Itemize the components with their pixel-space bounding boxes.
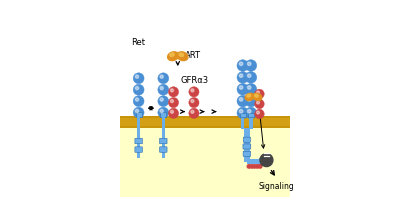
Ellipse shape [245, 93, 254, 101]
FancyBboxPatch shape [243, 144, 251, 149]
Bar [120, 116, 290, 128]
Circle shape [170, 99, 174, 103]
Circle shape [255, 109, 264, 119]
Circle shape [168, 87, 179, 97]
Text: GFRα3: GFRα3 [180, 76, 208, 85]
Circle shape [260, 154, 273, 167]
Circle shape [135, 98, 139, 101]
FancyBboxPatch shape [243, 137, 250, 142]
Text: Ret: Ret [131, 38, 145, 47]
Circle shape [158, 73, 169, 84]
Circle shape [250, 165, 254, 168]
Ellipse shape [255, 94, 258, 97]
Circle shape [237, 84, 248, 95]
Bar [249, 115, 253, 129]
Circle shape [135, 109, 139, 112]
Bar [241, 115, 244, 129]
Circle shape [256, 111, 260, 114]
Circle shape [133, 107, 144, 118]
Circle shape [247, 165, 251, 168]
Bar [120, 118, 290, 126]
Circle shape [160, 109, 163, 112]
Circle shape [248, 62, 251, 65]
FancyBboxPatch shape [240, 113, 246, 117]
Circle shape [245, 72, 257, 83]
Circle shape [158, 96, 169, 107]
Ellipse shape [179, 53, 184, 57]
Circle shape [133, 96, 144, 107]
Circle shape [133, 73, 144, 84]
Bar [244, 128, 250, 162]
FancyBboxPatch shape [160, 138, 167, 144]
Circle shape [189, 97, 199, 108]
Circle shape [133, 84, 144, 95]
Ellipse shape [170, 53, 174, 57]
Bar [162, 114, 165, 130]
Circle shape [170, 110, 174, 113]
Ellipse shape [168, 52, 178, 61]
Bar [137, 114, 140, 130]
Circle shape [245, 95, 257, 107]
Circle shape [168, 97, 179, 108]
Circle shape [191, 110, 194, 113]
FancyBboxPatch shape [135, 147, 142, 152]
Circle shape [239, 86, 243, 89]
Circle shape [256, 165, 259, 168]
Ellipse shape [177, 52, 188, 61]
FancyBboxPatch shape [243, 151, 251, 156]
Circle shape [189, 108, 199, 118]
Circle shape [248, 98, 251, 101]
Ellipse shape [253, 93, 262, 101]
Circle shape [168, 108, 179, 118]
Circle shape [248, 109, 251, 113]
FancyBboxPatch shape [160, 147, 167, 152]
Circle shape [253, 165, 256, 168]
Circle shape [245, 107, 257, 119]
Text: Signaling: Signaling [259, 182, 294, 191]
Bar [120, 116, 290, 197]
Circle shape [256, 91, 260, 94]
Circle shape [239, 74, 243, 77]
Circle shape [237, 95, 248, 107]
Circle shape [135, 86, 139, 90]
Circle shape [160, 98, 163, 101]
Circle shape [191, 89, 194, 92]
Bar [247, 159, 260, 164]
Bar [137, 128, 140, 158]
Circle shape [191, 99, 194, 103]
Bar [162, 128, 165, 158]
FancyBboxPatch shape [248, 113, 254, 117]
Circle shape [189, 87, 199, 97]
Circle shape [160, 86, 163, 90]
Circle shape [158, 107, 169, 118]
Circle shape [245, 84, 257, 95]
Circle shape [245, 60, 257, 71]
Circle shape [258, 165, 262, 168]
Circle shape [255, 89, 264, 99]
Circle shape [237, 72, 248, 83]
Circle shape [237, 60, 248, 71]
Circle shape [256, 101, 260, 104]
FancyBboxPatch shape [135, 138, 142, 144]
Circle shape [258, 158, 265, 165]
FancyBboxPatch shape [160, 112, 166, 117]
Circle shape [170, 89, 174, 92]
FancyBboxPatch shape [136, 112, 142, 117]
Circle shape [158, 84, 169, 95]
Circle shape [160, 75, 163, 78]
Circle shape [248, 74, 251, 77]
Circle shape [255, 99, 264, 109]
Circle shape [239, 98, 243, 101]
Ellipse shape [247, 94, 250, 97]
Circle shape [135, 75, 139, 78]
Text: ART: ART [184, 51, 200, 60]
Circle shape [248, 86, 251, 89]
Circle shape [239, 62, 243, 65]
Circle shape [239, 109, 243, 113]
Circle shape [237, 107, 248, 119]
